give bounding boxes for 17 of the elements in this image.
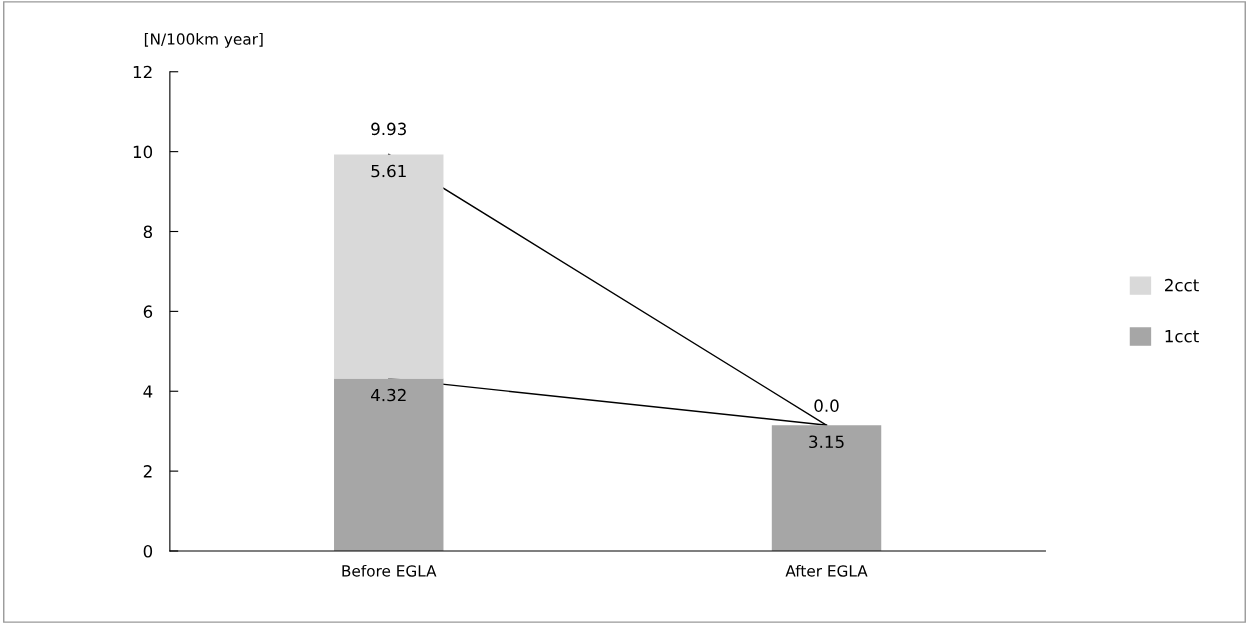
- y-tick-label: 12: [133, 65, 152, 79]
- data-label: 0.0: [814, 399, 839, 412]
- y-tick-label: 8: [143, 225, 153, 239]
- data-label: 4.32: [371, 388, 406, 402]
- data-label: 5.61: [371, 164, 406, 178]
- x-tick-label: Before EGLA: [342, 564, 437, 577]
- y-tick-label: 6: [143, 305, 153, 318]
- y-axis-title: [N/100km year]: [144, 33, 263, 48]
- x-tick-label: After EGLA: [785, 564, 868, 577]
- legend-label: 2cct: [1165, 278, 1199, 292]
- total-label: 9.93: [371, 122, 406, 136]
- y-tick-label: 10: [133, 145, 153, 159]
- y-tick-label: 4: [143, 385, 153, 398]
- legend-label: 1cct: [1165, 330, 1199, 343]
- data-label: 3.15: [809, 435, 844, 449]
- y-tick-label: 2: [143, 465, 152, 478]
- y-tick-label: 0: [143, 544, 153, 558]
